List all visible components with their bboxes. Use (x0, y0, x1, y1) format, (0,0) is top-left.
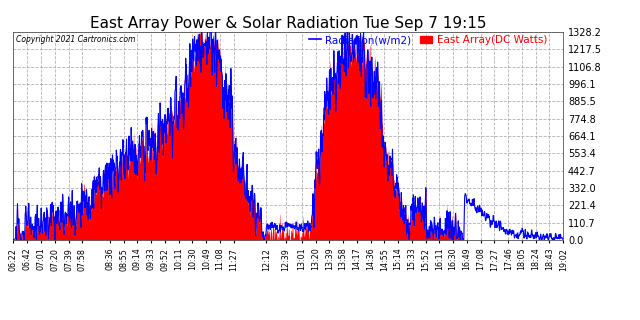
Title: East Array Power & Solar Radiation Tue Sep 7 19:15: East Array Power & Solar Radiation Tue S… (90, 16, 486, 31)
Text: Copyright 2021 Cartronics.com: Copyright 2021 Cartronics.com (15, 35, 135, 44)
Legend: Radiation(w/m2), East Array(DC Watts): Radiation(w/m2), East Array(DC Watts) (309, 35, 547, 45)
